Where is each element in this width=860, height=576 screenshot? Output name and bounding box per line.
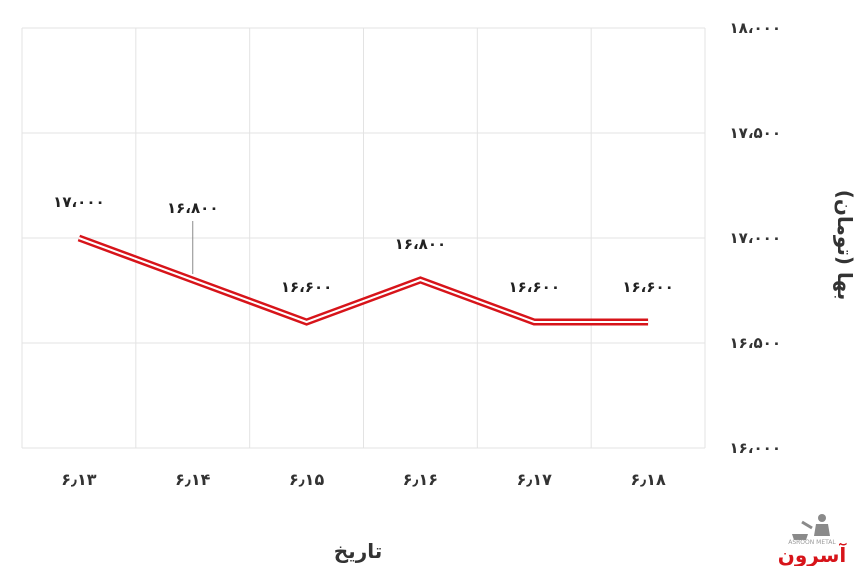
y-tick-label: ۱۷،۰۰۰ [730,229,781,247]
x-axis-title: تاریخ [334,539,382,563]
watermark-subtext: ASROON METAL [788,539,836,546]
data-label: ۱۶،۸۰۰ [167,199,218,217]
series-group [77,234,649,326]
x-tick-label: ۶٫۱۶ [403,470,438,489]
y-axis-title: بها (تومان) [833,190,857,300]
x-tick-labels: ۶٫۱۳ ۶٫۱۴ ۶٫۱۵ ۶٫۱۶ ۶٫۱۷ ۶٫۱۸ [61,470,666,489]
data-label: ۱۷،۰۰۰ [53,193,104,211]
x-tick-label: ۶٫۱۷ [517,470,553,489]
watermark-text: آسرون [778,542,848,566]
x-tick-label: ۶٫۱۴ [175,470,211,489]
y-tick-label: ۱۶،۰۰۰ [730,439,781,457]
watermark-logo: ASROON METAL آسرون [778,514,848,566]
data-labels: ۱۷،۰۰۰ ۱۶،۸۰۰ ۱۶،۶۰۰ ۱۶،۸۰۰ ۱۶،۶۰۰ ۱۶،۶۰۰ [53,193,674,296]
x-tick-label: ۶٫۱۳ [61,470,97,489]
y-tick-labels: ۱۸،۰۰۰ ۱۷،۵۰۰ ۱۷،۰۰۰ ۱۶،۵۰۰ ۱۶،۰۰۰ [730,19,781,457]
y-tick-label: ۱۷،۵۰۰ [730,124,781,142]
data-label: ۱۶،۸۰۰ [395,235,446,253]
y-tick-label: ۱۶،۵۰۰ [730,334,781,352]
series-line-inner [78,237,649,324]
data-label: ۱۶،۶۰۰ [281,278,332,296]
worker-figure-icon [792,514,830,540]
y-tick-label: ۱۸،۰۰۰ [730,19,781,37]
grid [21,27,706,449]
data-label: ۱۶،۶۰۰ [509,278,560,296]
data-label: ۱۶،۶۰۰ [622,278,673,296]
x-tick-label: ۶٫۱۸ [630,470,666,489]
x-tick-label: ۶٫۱۵ [289,470,325,489]
